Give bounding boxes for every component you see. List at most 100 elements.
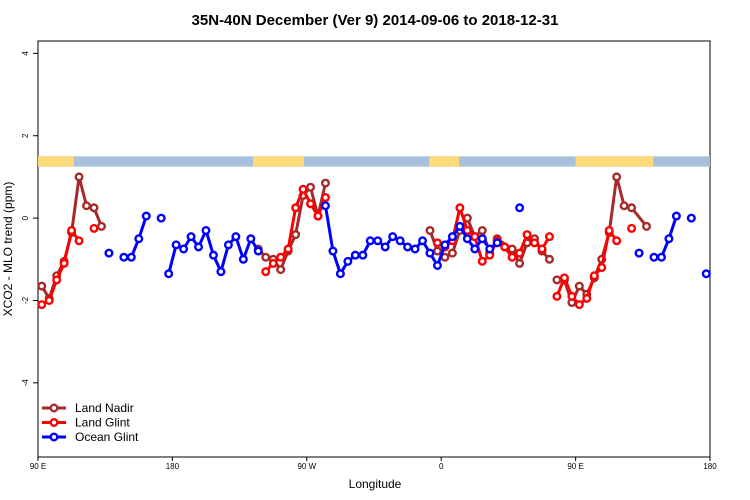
x-tick-label: 90 E (567, 462, 583, 471)
land-nadir-point (432, 246, 442, 256)
y-tick-label: 2 (21, 133, 30, 138)
land-nadir-line (40, 175, 103, 300)
ocean-glint-point (186, 232, 196, 242)
ocean-glint-point (388, 232, 398, 242)
y-tick-label: 4 (21, 51, 30, 56)
land-glint-point (298, 184, 308, 194)
land-glint-point (567, 291, 577, 301)
land-nadir-point (447, 248, 457, 258)
ocean-glint-point (440, 240, 450, 250)
land-glint-point (597, 263, 607, 273)
ocean-glint-point (179, 244, 189, 254)
ocean-glint-point (246, 234, 256, 244)
ocean-glint-point (358, 250, 368, 260)
ocean-glint-point (194, 242, 204, 252)
land-glint-point (552, 291, 562, 301)
land-nadir-point (544, 254, 554, 264)
land-glint-point (612, 236, 622, 246)
ocean-glint-point (201, 225, 211, 235)
ocean-glint-point (164, 269, 174, 279)
ocean-glint-point (403, 242, 413, 252)
ocean-glint-point (418, 236, 428, 246)
ocean-glint-point (432, 260, 442, 270)
land-band (253, 156, 304, 167)
land-glint-point (67, 225, 77, 235)
land-nadir-point (619, 201, 629, 211)
land-glint-point (537, 244, 547, 254)
legend-item-land-glint: Land Glint (42, 416, 130, 430)
ocean-glint-point (470, 244, 480, 254)
ocean-glint-point (410, 244, 420, 254)
ocean-glint-point (231, 232, 241, 242)
land-nadir-point (574, 281, 584, 291)
ocean-glint-point (425, 248, 435, 258)
legend-label: Land Glint (75, 416, 130, 430)
land-glint-point (37, 300, 47, 310)
ocean-glint-point (171, 240, 181, 250)
x-tick-label: 0 (439, 462, 444, 471)
ocean-glint-point (380, 242, 390, 252)
ocean-glint-point (238, 254, 248, 264)
land-glint-point (544, 232, 554, 242)
ocean-glint-point (343, 256, 353, 266)
ocean-glint-point (701, 269, 711, 279)
land-nadir-point (74, 172, 84, 182)
chart-title: 35N-40N December (Ver 9) 2014-09-06 to 2… (192, 12, 559, 29)
land-glint-point (559, 273, 569, 283)
land-band (429, 156, 460, 167)
land-nadir-point (477, 225, 487, 235)
land-glint-point (604, 225, 614, 235)
land-glint-point (515, 248, 525, 258)
land-glint-point (432, 238, 442, 248)
land-glint-point (44, 295, 54, 305)
ocean-glint-point (664, 234, 674, 244)
ocean-glint-point (208, 250, 218, 260)
land-band (575, 156, 654, 167)
land-glint-point (291, 203, 301, 213)
land-nadir-point (627, 203, 637, 213)
x-axis: 90 E 180 90 W 0 90 E 180 (30, 457, 717, 471)
ocean-glint-point (649, 252, 659, 262)
y-tick-label: 0 (21, 215, 30, 220)
land-glint-point (627, 223, 637, 233)
ocean-glint-point (485, 244, 495, 254)
land-band (38, 156, 74, 167)
land-glint-point (59, 258, 69, 268)
ocean-glint-point (223, 240, 233, 250)
ocean-glint-point (104, 248, 114, 258)
y-axis-label: XCO2 - MLO trend (ppm) (1, 182, 15, 317)
land-glint-point (582, 293, 592, 303)
land-glint-point (261, 267, 271, 277)
land-nadir-point (96, 221, 106, 231)
land-glint-point (313, 211, 323, 221)
ocean-glint-point (126, 252, 136, 262)
land-glint-point (455, 203, 465, 213)
ocean-glint-point (395, 236, 405, 246)
y-tick-label: -4 (21, 379, 30, 387)
land-glint-point (268, 258, 278, 268)
land-glint-point (320, 193, 330, 203)
legend-marker (49, 403, 59, 413)
ocean-glint-point (134, 234, 144, 244)
legend-item-land-nadir: Land Nadir (42, 401, 134, 415)
land-glint-point (522, 230, 532, 240)
ocean-glint-point (119, 252, 129, 262)
x-tick-label: 90 E (30, 462, 46, 471)
land-nadir-point (320, 178, 330, 188)
land-nadir-point (261, 252, 271, 262)
ocean-glint-point (462, 234, 472, 244)
ocean-glint-point (335, 269, 345, 279)
land-glint-point (276, 252, 286, 262)
x-tick-label: 180 (703, 462, 717, 471)
legend-label: Ocean Glint (75, 430, 139, 444)
ocean-glint-point (515, 203, 525, 213)
ocean-glint-point (216, 267, 226, 277)
land-nadir-point (276, 265, 286, 275)
ocean-glint-point (365, 236, 375, 246)
ocean-glint-point (671, 211, 681, 221)
legend-marker (49, 418, 59, 428)
x-axis-label: Longitude (349, 477, 402, 491)
land-glint-point (589, 271, 599, 281)
